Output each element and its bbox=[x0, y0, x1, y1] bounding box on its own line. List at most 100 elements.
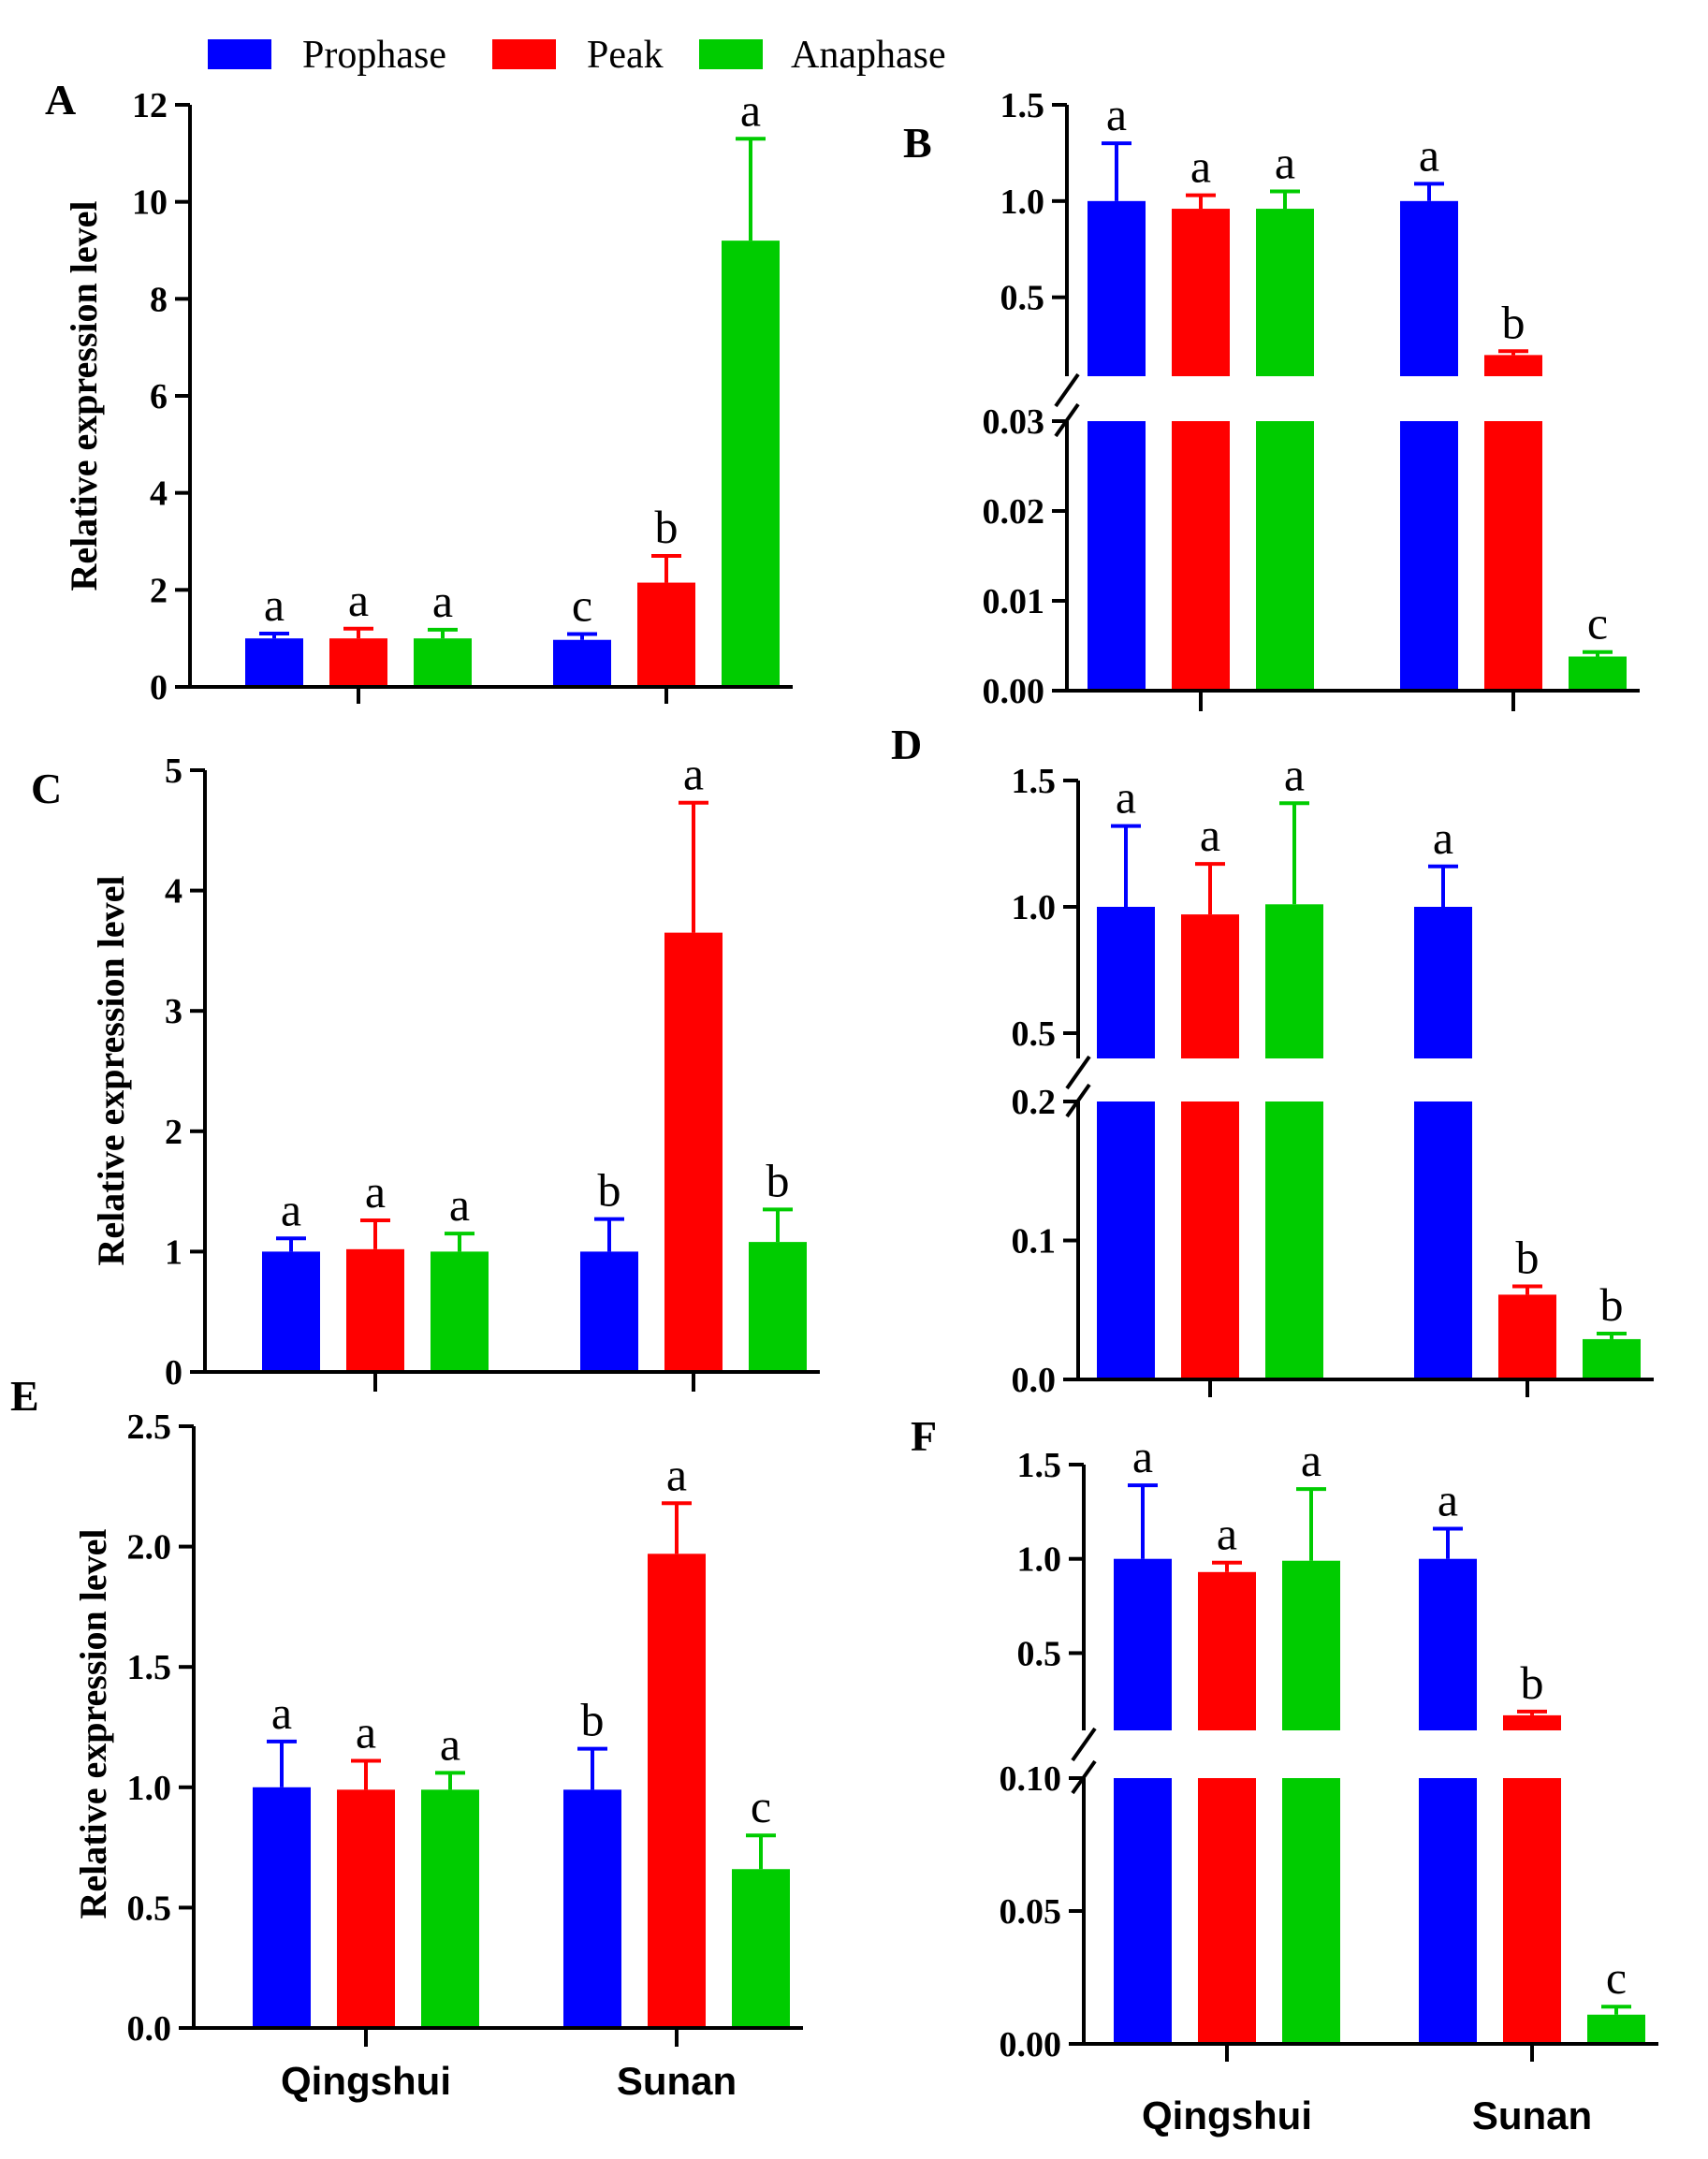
significance-letter: a bbox=[1116, 771, 1136, 824]
y-tick-label: 6 bbox=[150, 377, 168, 416]
panel-letter-f: F bbox=[911, 1412, 937, 1460]
axis-break-mark bbox=[1071, 1727, 1097, 1762]
bar-prophase-qingshui bbox=[1088, 421, 1146, 691]
y-tick-label: 0.00 bbox=[1000, 2025, 1062, 2064]
bar-peak-qingshui bbox=[1172, 421, 1230, 691]
legend-label-peak: Peak bbox=[587, 34, 664, 77]
bar-prophase-qingshui-upper bbox=[1114, 1558, 1172, 1730]
significance-letter: a bbox=[348, 574, 369, 626]
bar-prophase-sunan bbox=[563, 1789, 621, 2028]
y-tick-label: 10 bbox=[132, 183, 168, 223]
y-tick-label: 0.2 bbox=[1012, 1083, 1057, 1122]
panel-f: F 0.5 1.0 1.5 0.00 0.05 0.10 a a a b a c Qingshui Suna… bbox=[911, 1412, 1658, 2137]
bar-anaphase-sunan bbox=[722, 241, 780, 687]
significance-letter: a bbox=[1190, 140, 1211, 193]
significance-letter: a bbox=[666, 1448, 687, 1500]
y-tick-label: 1.5 bbox=[1017, 1446, 1062, 1485]
bar-anaphase-qingshui-upper bbox=[1256, 209, 1314, 376]
bar-anaphase-qingshui-upper bbox=[1265, 904, 1323, 1058]
bar-peak-sunan bbox=[1503, 1778, 1561, 2044]
y-tick-label: 0 bbox=[150, 668, 168, 708]
legend: Prophase Peak Anaphase bbox=[208, 34, 946, 77]
y-tick-label: 2.0 bbox=[127, 1528, 172, 1568]
bar-anaphase-sunan bbox=[1569, 656, 1627, 691]
y-tick-label: 0.5 bbox=[1012, 1014, 1057, 1054]
bar-peak-sunan bbox=[637, 582, 695, 687]
significance-letter: a bbox=[271, 1686, 292, 1739]
bar-peak-qingshui bbox=[337, 1789, 395, 2028]
x-category-label: Sunan bbox=[1472, 2093, 1592, 2137]
significance-letter: b bbox=[1516, 1232, 1540, 1284]
axis-break-mark bbox=[1054, 372, 1080, 408]
bar-prophase-qingshui bbox=[253, 1787, 311, 2028]
significance-letter: b bbox=[766, 1154, 790, 1206]
bar-anaphase-sunan bbox=[1587, 2014, 1645, 2044]
bar-prophase-qingshui bbox=[1097, 1101, 1155, 1379]
significance-letter: a bbox=[740, 83, 761, 136]
significance-letter: a bbox=[1438, 1473, 1458, 1525]
bar-prophase-qingshui bbox=[1114, 1778, 1172, 2044]
panel-letter-d: D bbox=[891, 721, 922, 768]
bar-prophase-sunan-upper bbox=[1414, 907, 1472, 1058]
bar-peak-sunan bbox=[1498, 1294, 1556, 1379]
bar-peak-qingshui bbox=[346, 1248, 404, 1372]
panel-a: A Relative expression level 0 2 4 6 8 10 12 a c a b a… bbox=[45, 76, 793, 708]
bar-peak-qingshui-upper bbox=[1172, 209, 1230, 376]
significance-letter: a bbox=[1217, 1508, 1237, 1560]
significance-letter: a bbox=[1433, 811, 1453, 864]
significance-letter: b bbox=[655, 501, 679, 553]
panel-e: E Relative expression level 0.0 0.5 1.0 1.5 2.… bbox=[10, 1372, 803, 2103]
significance-letter: a bbox=[1284, 748, 1305, 800]
panel-d: D 0.5 1.0 1.5 0.0 0.1 0.2 a a a b a b bbox=[891, 721, 1654, 1400]
y-tick-label: 4 bbox=[165, 872, 182, 912]
y-tick-label: 1.5 bbox=[1000, 86, 1045, 125]
bar-prophase-sunan bbox=[1414, 1101, 1472, 1379]
y-tick-label: 2.5 bbox=[127, 1408, 172, 1447]
bar-peak-qingshui bbox=[329, 638, 387, 687]
bar-prophase-sunan bbox=[580, 1251, 638, 1372]
axis-break-mark bbox=[1065, 1055, 1091, 1090]
bar-anaphase-qingshui bbox=[414, 638, 472, 687]
bar-anaphase-sunan bbox=[1583, 1338, 1641, 1379]
panel-letter-a: A bbox=[45, 76, 76, 124]
bar-prophase-sunan bbox=[1400, 421, 1458, 691]
significance-letter: a bbox=[264, 578, 285, 631]
bar-peak-qingshui-upper bbox=[1198, 1571, 1256, 1730]
significance-letter: b bbox=[581, 1694, 605, 1746]
x-category-label: Qingshui bbox=[1142, 2093, 1312, 2137]
y-tick-label: 0.5 bbox=[127, 1889, 172, 1928]
y-tick-label: 8 bbox=[150, 280, 168, 319]
y-axis-label: Relative expression level bbox=[72, 1529, 114, 1919]
significance-letter: a bbox=[683, 748, 704, 800]
significance-letter: c bbox=[1606, 1951, 1627, 2004]
y-tick-label: 0.03 bbox=[983, 402, 1045, 442]
y-tick-label: 1.5 bbox=[1012, 762, 1057, 801]
significance-letter: b bbox=[1502, 296, 1526, 348]
y-tick-label: 1.5 bbox=[127, 1648, 172, 1687]
significance-letter: a bbox=[1275, 137, 1295, 189]
significance-letter: a bbox=[365, 1165, 386, 1218]
y-tick-label: 2 bbox=[150, 571, 168, 610]
panel-letter-c: C bbox=[31, 765, 62, 812]
significance-letter: b bbox=[1600, 1278, 1624, 1331]
panel-letter-b: B bbox=[903, 119, 932, 167]
bar-anaphase-sunan bbox=[732, 1869, 790, 2028]
significance-letter: c bbox=[572, 579, 592, 632]
significance-letter: a bbox=[356, 1706, 376, 1758]
bar-peak-qingshui bbox=[1198, 1778, 1256, 2044]
bar-prophase-qingshui-upper bbox=[1088, 200, 1146, 376]
y-tick-label: 5 bbox=[165, 751, 182, 791]
bar-prophase-sunan bbox=[553, 639, 611, 687]
bar-prophase-qingshui-upper bbox=[1097, 907, 1155, 1058]
y-tick-label: 12 bbox=[132, 86, 168, 125]
y-axis-label: Relative expression level bbox=[90, 876, 132, 1266]
significance-letter: a bbox=[281, 1183, 301, 1235]
bar-peak-qingshui bbox=[1181, 1101, 1239, 1379]
significance-letter: a bbox=[440, 1717, 460, 1770]
y-tick-label: 0.00 bbox=[983, 672, 1045, 711]
bar-peak-qingshui-upper bbox=[1181, 914, 1239, 1058]
significance-letter: c bbox=[1587, 597, 1608, 649]
y-tick-label: 0.1 bbox=[1012, 1222, 1057, 1262]
bar-prophase-qingshui bbox=[245, 638, 303, 687]
